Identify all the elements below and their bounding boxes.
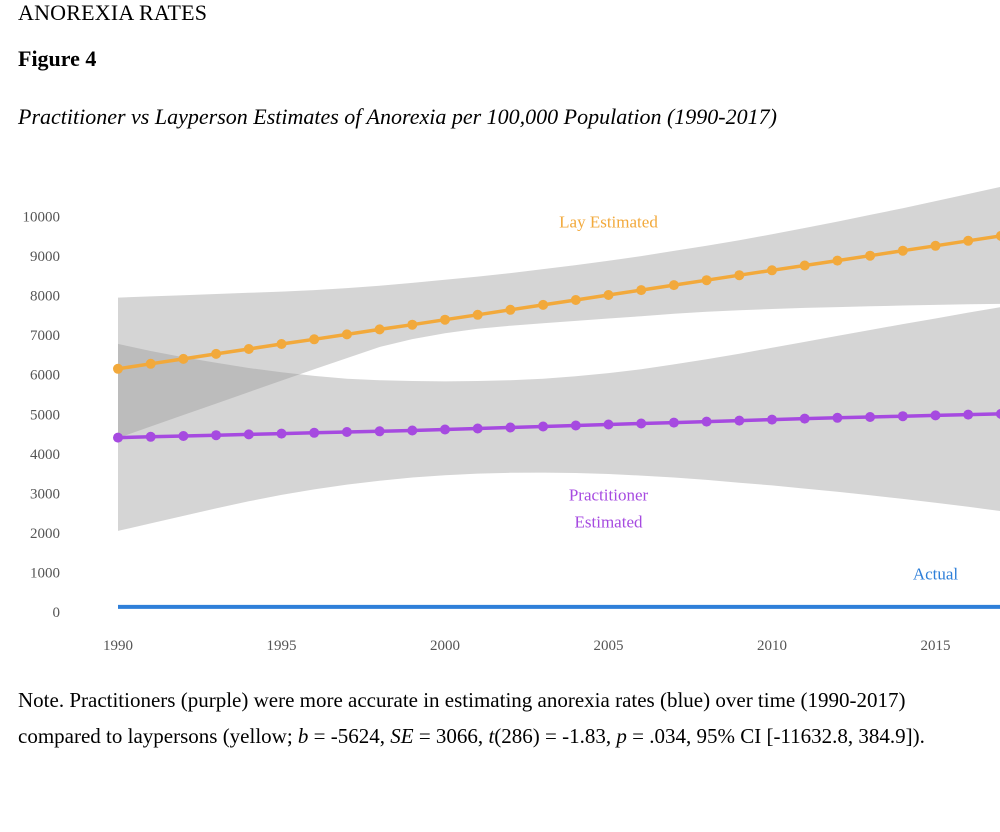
y-tick-label: 6000 xyxy=(30,368,60,384)
series-lines xyxy=(113,230,1000,609)
note-b-label: b xyxy=(297,724,309,748)
data-point xyxy=(897,411,908,422)
note-p-label: p xyxy=(616,724,627,748)
series-label-0: Lay Estimated xyxy=(559,212,658,231)
figure-label: Figure 4 xyxy=(18,46,97,71)
figure-note: Note. Practitioners (purple) were more a… xyxy=(18,682,988,754)
data-point xyxy=(603,290,614,300)
series-labels: Lay Estimated Practitioner Estimated Actual xyxy=(559,212,958,583)
data-point xyxy=(799,413,810,424)
series-line-0 xyxy=(117,234,1000,371)
data-point xyxy=(668,417,679,428)
ci-band-1 xyxy=(118,307,1000,531)
data-point xyxy=(668,280,679,291)
note-p-value: = .034, 95% CI [-11632.8, 384.9]). xyxy=(626,724,925,748)
x-tick-label: 2010 xyxy=(757,638,787,654)
data-point xyxy=(407,425,418,436)
axes: 0 1000 2000 3000 4000 5000 6000 7000 8000 9000 100… xyxy=(23,210,951,655)
y-tick-label: 9000 xyxy=(30,249,60,265)
data-point xyxy=(767,414,777,425)
data-point xyxy=(505,422,516,433)
y-tick-label: 10000 xyxy=(23,210,61,226)
data-point xyxy=(701,416,712,427)
series-label-1: Practitioner xyxy=(569,485,649,504)
data-point xyxy=(178,431,189,441)
x-tick-label: 2000 xyxy=(430,638,460,654)
data-point xyxy=(865,412,876,422)
y-tick-label: 5000 xyxy=(30,407,60,423)
series-label-2: Actual xyxy=(913,564,959,583)
data-point xyxy=(178,353,189,364)
x-tick-label: 1995 xyxy=(267,638,297,654)
note-se-value: = 3066, xyxy=(413,724,489,748)
data-point xyxy=(603,419,614,430)
data-point xyxy=(113,432,123,443)
data-point xyxy=(995,230,1000,241)
data-point xyxy=(897,245,908,256)
y-tick-label: 7000 xyxy=(30,328,60,344)
data-point xyxy=(374,324,385,335)
data-point xyxy=(276,339,287,349)
confidence-bands xyxy=(118,186,1000,531)
data-point xyxy=(963,235,974,246)
data-point xyxy=(243,429,254,440)
data-point xyxy=(930,240,941,251)
data-point xyxy=(734,270,745,281)
data-point xyxy=(995,408,1000,419)
note-t-value: (286) = -1.83, xyxy=(494,724,617,748)
data-point xyxy=(832,255,843,266)
data-point xyxy=(211,430,222,441)
data-point xyxy=(374,426,385,437)
data-point xyxy=(276,428,287,439)
data-point xyxy=(538,299,549,310)
data-point xyxy=(963,409,974,420)
data-point xyxy=(440,424,450,435)
y-tick-label: 8000 xyxy=(30,289,60,305)
running-head: ANOREXIA RATES xyxy=(18,0,208,25)
data-point xyxy=(865,250,876,261)
note-b-value: = -5624, xyxy=(308,724,391,748)
data-point xyxy=(930,410,941,421)
x-tick-label: 2015 xyxy=(921,638,951,654)
note-t-label: t xyxy=(488,724,495,748)
data-point xyxy=(701,275,712,286)
series-line-1 xyxy=(117,412,1000,440)
anorexia-line-chart: 0 1000 2000 3000 4000 5000 6000 7000 8000 9000 100… xyxy=(23,186,1000,655)
data-point xyxy=(407,319,418,330)
note-se-label: SE xyxy=(390,724,414,748)
series-label-1: Estimated xyxy=(575,512,643,531)
data-point xyxy=(243,344,254,354)
figure-title: Practitioner vs Layperson Estimates of A… xyxy=(18,104,777,129)
data-point xyxy=(734,415,745,426)
data-point xyxy=(472,423,483,434)
ci-band-0 xyxy=(118,186,1000,438)
y-tick-label: 3000 xyxy=(30,486,60,502)
data-point xyxy=(309,334,320,345)
data-point xyxy=(767,265,777,276)
data-point xyxy=(636,418,647,429)
data-point xyxy=(145,358,156,369)
data-point xyxy=(113,363,123,374)
y-tick-label: 1000 xyxy=(30,565,60,581)
data-point xyxy=(309,427,320,438)
data-point xyxy=(145,431,156,442)
data-point xyxy=(440,314,450,325)
y-tick-label: 0 xyxy=(53,605,61,621)
data-point xyxy=(472,309,483,320)
y-tick-label: 2000 xyxy=(30,526,60,542)
data-point xyxy=(570,420,581,431)
note-text-1: Note. Practitioners (purple) were more a… xyxy=(18,688,906,748)
data-point xyxy=(341,329,352,340)
data-point xyxy=(570,295,581,305)
data-point xyxy=(505,304,516,315)
data-point xyxy=(799,260,810,271)
data-point xyxy=(341,427,352,437)
data-point xyxy=(538,421,549,432)
y-tick-label: 4000 xyxy=(30,447,60,463)
data-point xyxy=(636,285,647,296)
x-tick-label: 1990 xyxy=(103,638,133,654)
data-point xyxy=(832,412,843,423)
data-point xyxy=(211,348,222,359)
x-tick-label: 2005 xyxy=(594,638,624,654)
